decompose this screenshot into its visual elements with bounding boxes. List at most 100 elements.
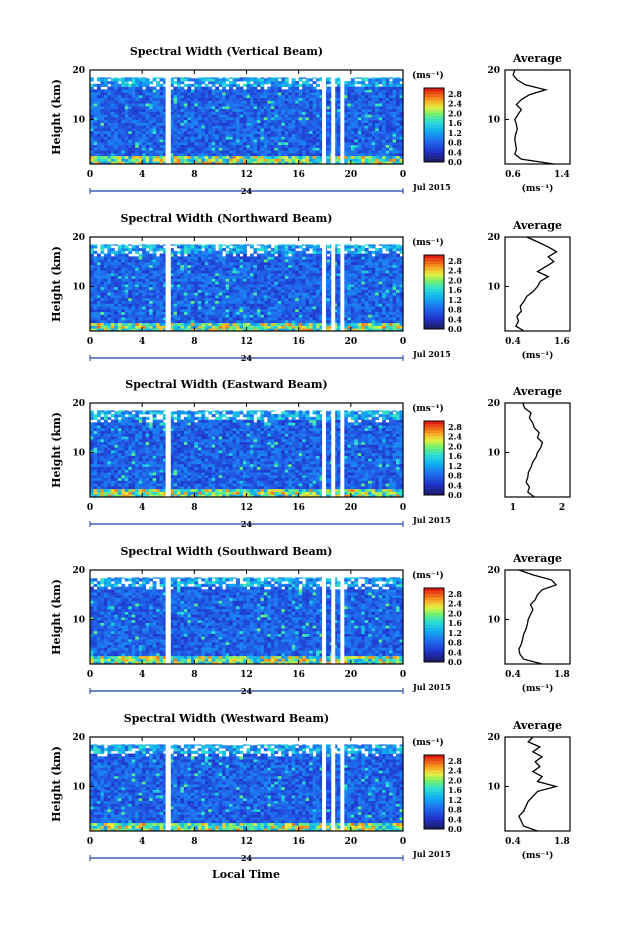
heatmap-cell — [270, 97, 275, 101]
heatmap-cell — [96, 89, 101, 93]
heatmap-cell — [298, 111, 303, 115]
heatmap-cell — [190, 119, 195, 123]
heatmap-cell — [281, 97, 286, 101]
heatmap-cell — [312, 284, 317, 288]
heatmap-cell — [225, 303, 230, 307]
heatmap-cell — [371, 105, 376, 110]
heatmap-cell — [260, 155, 265, 159]
heatmap-cell — [107, 152, 112, 157]
heatmap-cell — [385, 111, 390, 115]
heatmap-cell — [302, 270, 307, 274]
heatmap-cell — [239, 111, 244, 115]
heatmap-cell — [302, 111, 307, 115]
heatmap-cell — [319, 92, 324, 96]
heatmap-cell — [326, 114, 331, 118]
heatmap-cell — [263, 322, 268, 326]
heatmap-cell — [277, 325, 282, 329]
heatmap-cell — [215, 308, 220, 313]
heatmap-cell — [399, 311, 404, 315]
heatmap-cell — [176, 267, 181, 271]
heatmap-cell — [284, 119, 289, 123]
heatmap-cell — [309, 311, 313, 315]
heatmap-cell — [152, 272, 157, 277]
heatmap-cell — [246, 295, 251, 299]
heatmap-cell — [229, 89, 233, 93]
heatmap-cell — [246, 108, 251, 112]
heatmap-cell — [232, 267, 237, 271]
heatmap-cell — [350, 103, 355, 107]
heatmap-cell — [145, 125, 150, 129]
heatmap-cell — [350, 117, 355, 121]
heatmap-cell — [249, 317, 254, 321]
heatmap-cell — [229, 295, 233, 299]
heatmap-cell — [142, 284, 147, 288]
heatmap-cell — [378, 139, 383, 143]
heatmap-cell — [284, 295, 289, 299]
heatmap-cell — [138, 144, 143, 148]
heatmap-cell — [169, 152, 174, 157]
heatmap-cell — [319, 267, 324, 271]
heatmap-cell — [305, 267, 310, 271]
heatmap-cell — [274, 322, 279, 326]
colorbar-frame — [423, 87, 445, 163]
heatmap-cell — [218, 300, 223, 304]
heatmap-cell — [156, 267, 160, 271]
heatmap-cell — [173, 108, 178, 112]
heatmap-cell — [103, 319, 108, 324]
heatmap-cell — [270, 308, 275, 313]
heatmap-cell — [396, 139, 400, 143]
heatmap-cell — [90, 111, 94, 115]
heatmap-cell — [364, 119, 369, 123]
heatmap-cell — [312, 105, 317, 110]
heatmap-cell — [114, 281, 119, 285]
heatmap-cell — [263, 319, 268, 324]
heatmap-cell — [399, 117, 404, 121]
heatmap-cell — [176, 152, 181, 157]
heatmap-cell — [124, 275, 129, 279]
heatmap-cell — [361, 78, 366, 82]
heatmap-cell — [236, 281, 240, 285]
heatmap-cell — [382, 111, 387, 115]
heatmap-cell — [103, 89, 108, 93]
heatmap-cell — [152, 92, 157, 96]
heatmap-cell — [295, 286, 300, 290]
heatmap-cell — [135, 308, 140, 313]
heatmap-cell — [194, 292, 199, 296]
heatmap-cell — [103, 103, 108, 107]
heatmap-cell — [232, 83, 237, 87]
heatmap-cell — [256, 272, 261, 277]
heatmap-cell — [197, 89, 202, 93]
heatmap-cell — [361, 292, 366, 296]
heatmap-cell — [249, 300, 254, 304]
heatmap-cell — [389, 158, 393, 162]
heatmap-cell — [291, 275, 296, 279]
heatmap-cell — [281, 117, 286, 121]
heatmap-cell — [96, 308, 101, 313]
heatmap-cell — [396, 147, 400, 151]
heatmap-cell — [277, 89, 282, 93]
heatmap-cell — [187, 100, 192, 104]
heatmap-cell — [378, 272, 383, 277]
heatmap-cell — [295, 122, 300, 126]
heatmap-cell — [156, 308, 160, 313]
heatmap-cell — [392, 136, 397, 140]
heatmap-cell — [201, 295, 206, 299]
colorbar-tick-label: 0.4 — [448, 147, 462, 157]
heatmap-cell — [204, 78, 209, 82]
heatmap-cell — [194, 161, 199, 165]
profile-line — [512, 69, 554, 165]
heatmap-cell — [107, 275, 112, 279]
heatmap-cell — [357, 94, 362, 99]
heatmap-cell — [277, 297, 282, 301]
heatmap-cell — [375, 89, 380, 93]
heatmap-cell — [173, 119, 178, 123]
heatmap-cell — [295, 275, 300, 279]
heatmap-cell — [371, 150, 376, 154]
heatmap-cell — [90, 270, 94, 274]
heatmap-cell — [211, 105, 216, 110]
heatmap-cell — [100, 281, 105, 285]
heatmap-cell — [333, 130, 338, 134]
heatmap-cell — [180, 114, 185, 118]
heatmap-cell — [131, 111, 136, 115]
heatmap-cell — [281, 108, 286, 112]
